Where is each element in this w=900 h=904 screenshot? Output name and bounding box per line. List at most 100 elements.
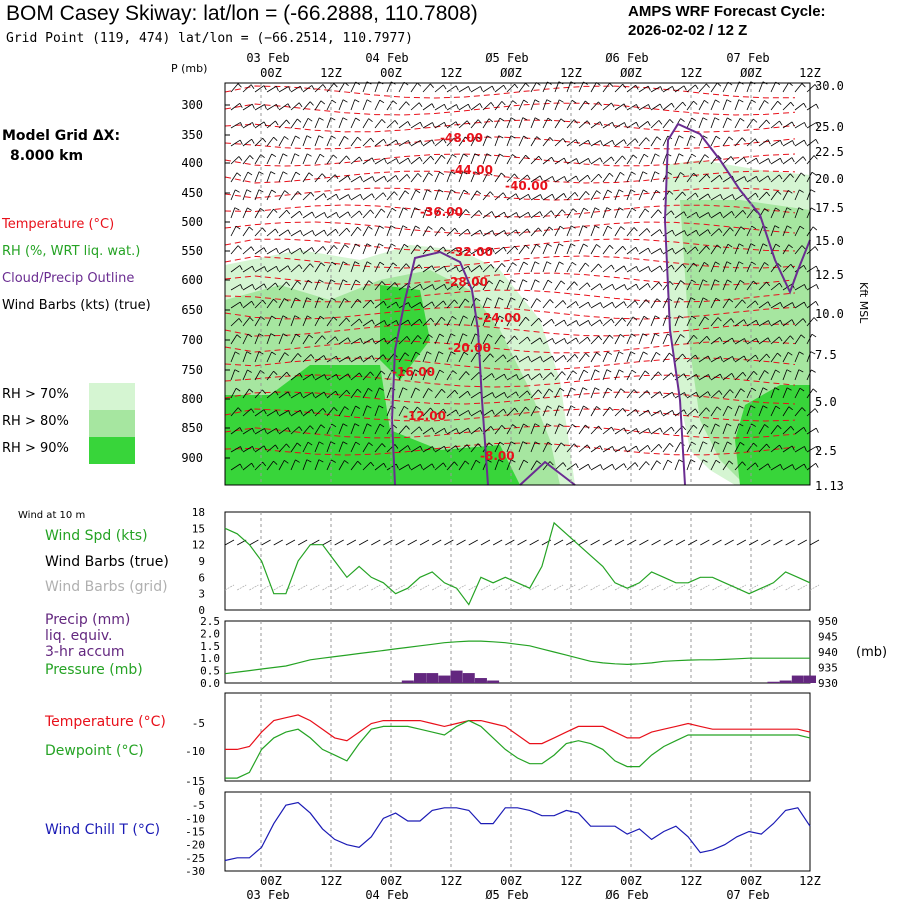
wind-barb xyxy=(398,140,409,147)
wind10-barb-grid xyxy=(261,584,271,591)
wind10-barb xyxy=(346,539,357,546)
wind-barb-feather xyxy=(455,445,459,451)
wind-barb-feather xyxy=(756,338,759,344)
wind-barb-feather xyxy=(384,320,387,326)
wind-barb xyxy=(554,261,560,273)
wind-barb xyxy=(398,190,406,201)
wind-barb-feather xyxy=(354,423,360,427)
wind-barb-feather xyxy=(726,423,732,427)
wind10-barb-grid xyxy=(383,584,393,591)
wind10-barb-grid xyxy=(712,584,722,591)
bottom-hour-label: 12Z xyxy=(680,874,702,888)
wind-barb-feather xyxy=(235,225,241,230)
wind-barb xyxy=(602,189,608,201)
wind-barb-feather xyxy=(378,243,384,247)
pressure-ytick-label: 950 xyxy=(818,615,838,628)
wind-barb-feather xyxy=(307,279,313,284)
wind-barb xyxy=(758,301,769,309)
wind-barb-feather xyxy=(312,230,315,236)
wind-barb xyxy=(614,334,621,345)
wind-barb xyxy=(506,407,515,417)
isotherm-label: -20.00 xyxy=(448,341,491,355)
wind-barb-feather xyxy=(491,373,495,379)
wind-barb xyxy=(566,405,572,417)
wind-barb xyxy=(722,227,731,237)
wind-barb xyxy=(806,300,816,309)
wind-barb xyxy=(722,244,729,255)
wind-barb xyxy=(422,172,429,183)
wind-barb xyxy=(554,209,563,219)
wind-barb xyxy=(590,369,596,381)
wind-barb-feather xyxy=(333,407,338,412)
wind-barb-feather xyxy=(415,225,420,229)
wind-barb xyxy=(638,390,648,399)
wind-barb-feather xyxy=(550,210,555,215)
wind-barb-feather xyxy=(683,373,687,379)
wind-barb-feather xyxy=(571,423,577,428)
wind-barb xyxy=(734,157,745,165)
wind-barb xyxy=(542,299,551,309)
wind-barb xyxy=(722,356,733,363)
wind-barb xyxy=(254,316,261,327)
wind-barb-feather xyxy=(492,392,495,398)
wind-barb xyxy=(566,337,577,345)
wind-barb-feather xyxy=(452,208,457,212)
wind-barb xyxy=(434,171,440,183)
wind-barb xyxy=(482,264,492,273)
wind-barb xyxy=(230,83,239,93)
wind-barb xyxy=(458,189,465,201)
wind-barb xyxy=(410,244,418,255)
wind-barb xyxy=(350,372,360,381)
wind-barb xyxy=(590,387,596,399)
wind-barb xyxy=(662,248,673,255)
wind-barb-feather xyxy=(504,392,507,398)
wind-barb xyxy=(482,135,488,147)
wind-barb xyxy=(734,99,740,111)
wind-barb-feather xyxy=(444,266,447,272)
wind-barb xyxy=(554,99,560,111)
wind-barb xyxy=(470,265,481,273)
wind-barb xyxy=(254,266,265,273)
wind-barb-feather xyxy=(297,191,302,196)
wind-barb-feather xyxy=(368,280,373,284)
wind-barb xyxy=(422,427,433,435)
wind-barb-feather xyxy=(612,122,615,128)
wind-barb xyxy=(650,282,660,291)
isotherm-line xyxy=(224,102,796,116)
wind-barb xyxy=(494,408,504,417)
wind10-heading: Wind at 10 m xyxy=(18,510,86,521)
wind-barb-feather xyxy=(815,265,819,271)
rh-legend-80: RH > 80% xyxy=(2,414,69,429)
isotherm-line xyxy=(224,170,796,184)
wind-barb xyxy=(782,173,791,183)
wind-barb-feather xyxy=(237,407,242,412)
wind-barb xyxy=(314,316,321,327)
wind-barb xyxy=(674,297,680,309)
wind-barb xyxy=(422,369,428,381)
wind-barb-feather xyxy=(500,172,506,177)
wind-barb xyxy=(290,118,298,129)
wind-barb-feather xyxy=(623,463,627,469)
wind-barb-feather xyxy=(512,262,517,266)
wind-barb xyxy=(710,356,721,363)
wind-barb xyxy=(602,426,612,435)
pressure-tick-label: 500 xyxy=(181,215,203,229)
wind-barb-feather xyxy=(403,243,409,248)
wind-barb-feather xyxy=(561,371,566,376)
wind10-barb-grid xyxy=(371,584,381,591)
wind10-barb xyxy=(785,539,795,546)
wind-barb xyxy=(230,226,237,237)
wind-barb xyxy=(410,82,418,93)
wind-barb-feather xyxy=(418,102,423,108)
wind-barb xyxy=(314,84,324,93)
wind-barb xyxy=(506,297,512,309)
wind-barb-feather xyxy=(559,423,564,427)
wind-barb-feather xyxy=(539,373,543,379)
wind-barb-feather xyxy=(729,389,734,394)
wind-barb-feather xyxy=(334,174,339,180)
wind-barb xyxy=(458,171,464,183)
wind-barb-feather xyxy=(247,207,252,211)
wind-barb xyxy=(302,373,313,381)
wind-barb-feather xyxy=(660,248,663,254)
wind-barb xyxy=(794,83,803,93)
